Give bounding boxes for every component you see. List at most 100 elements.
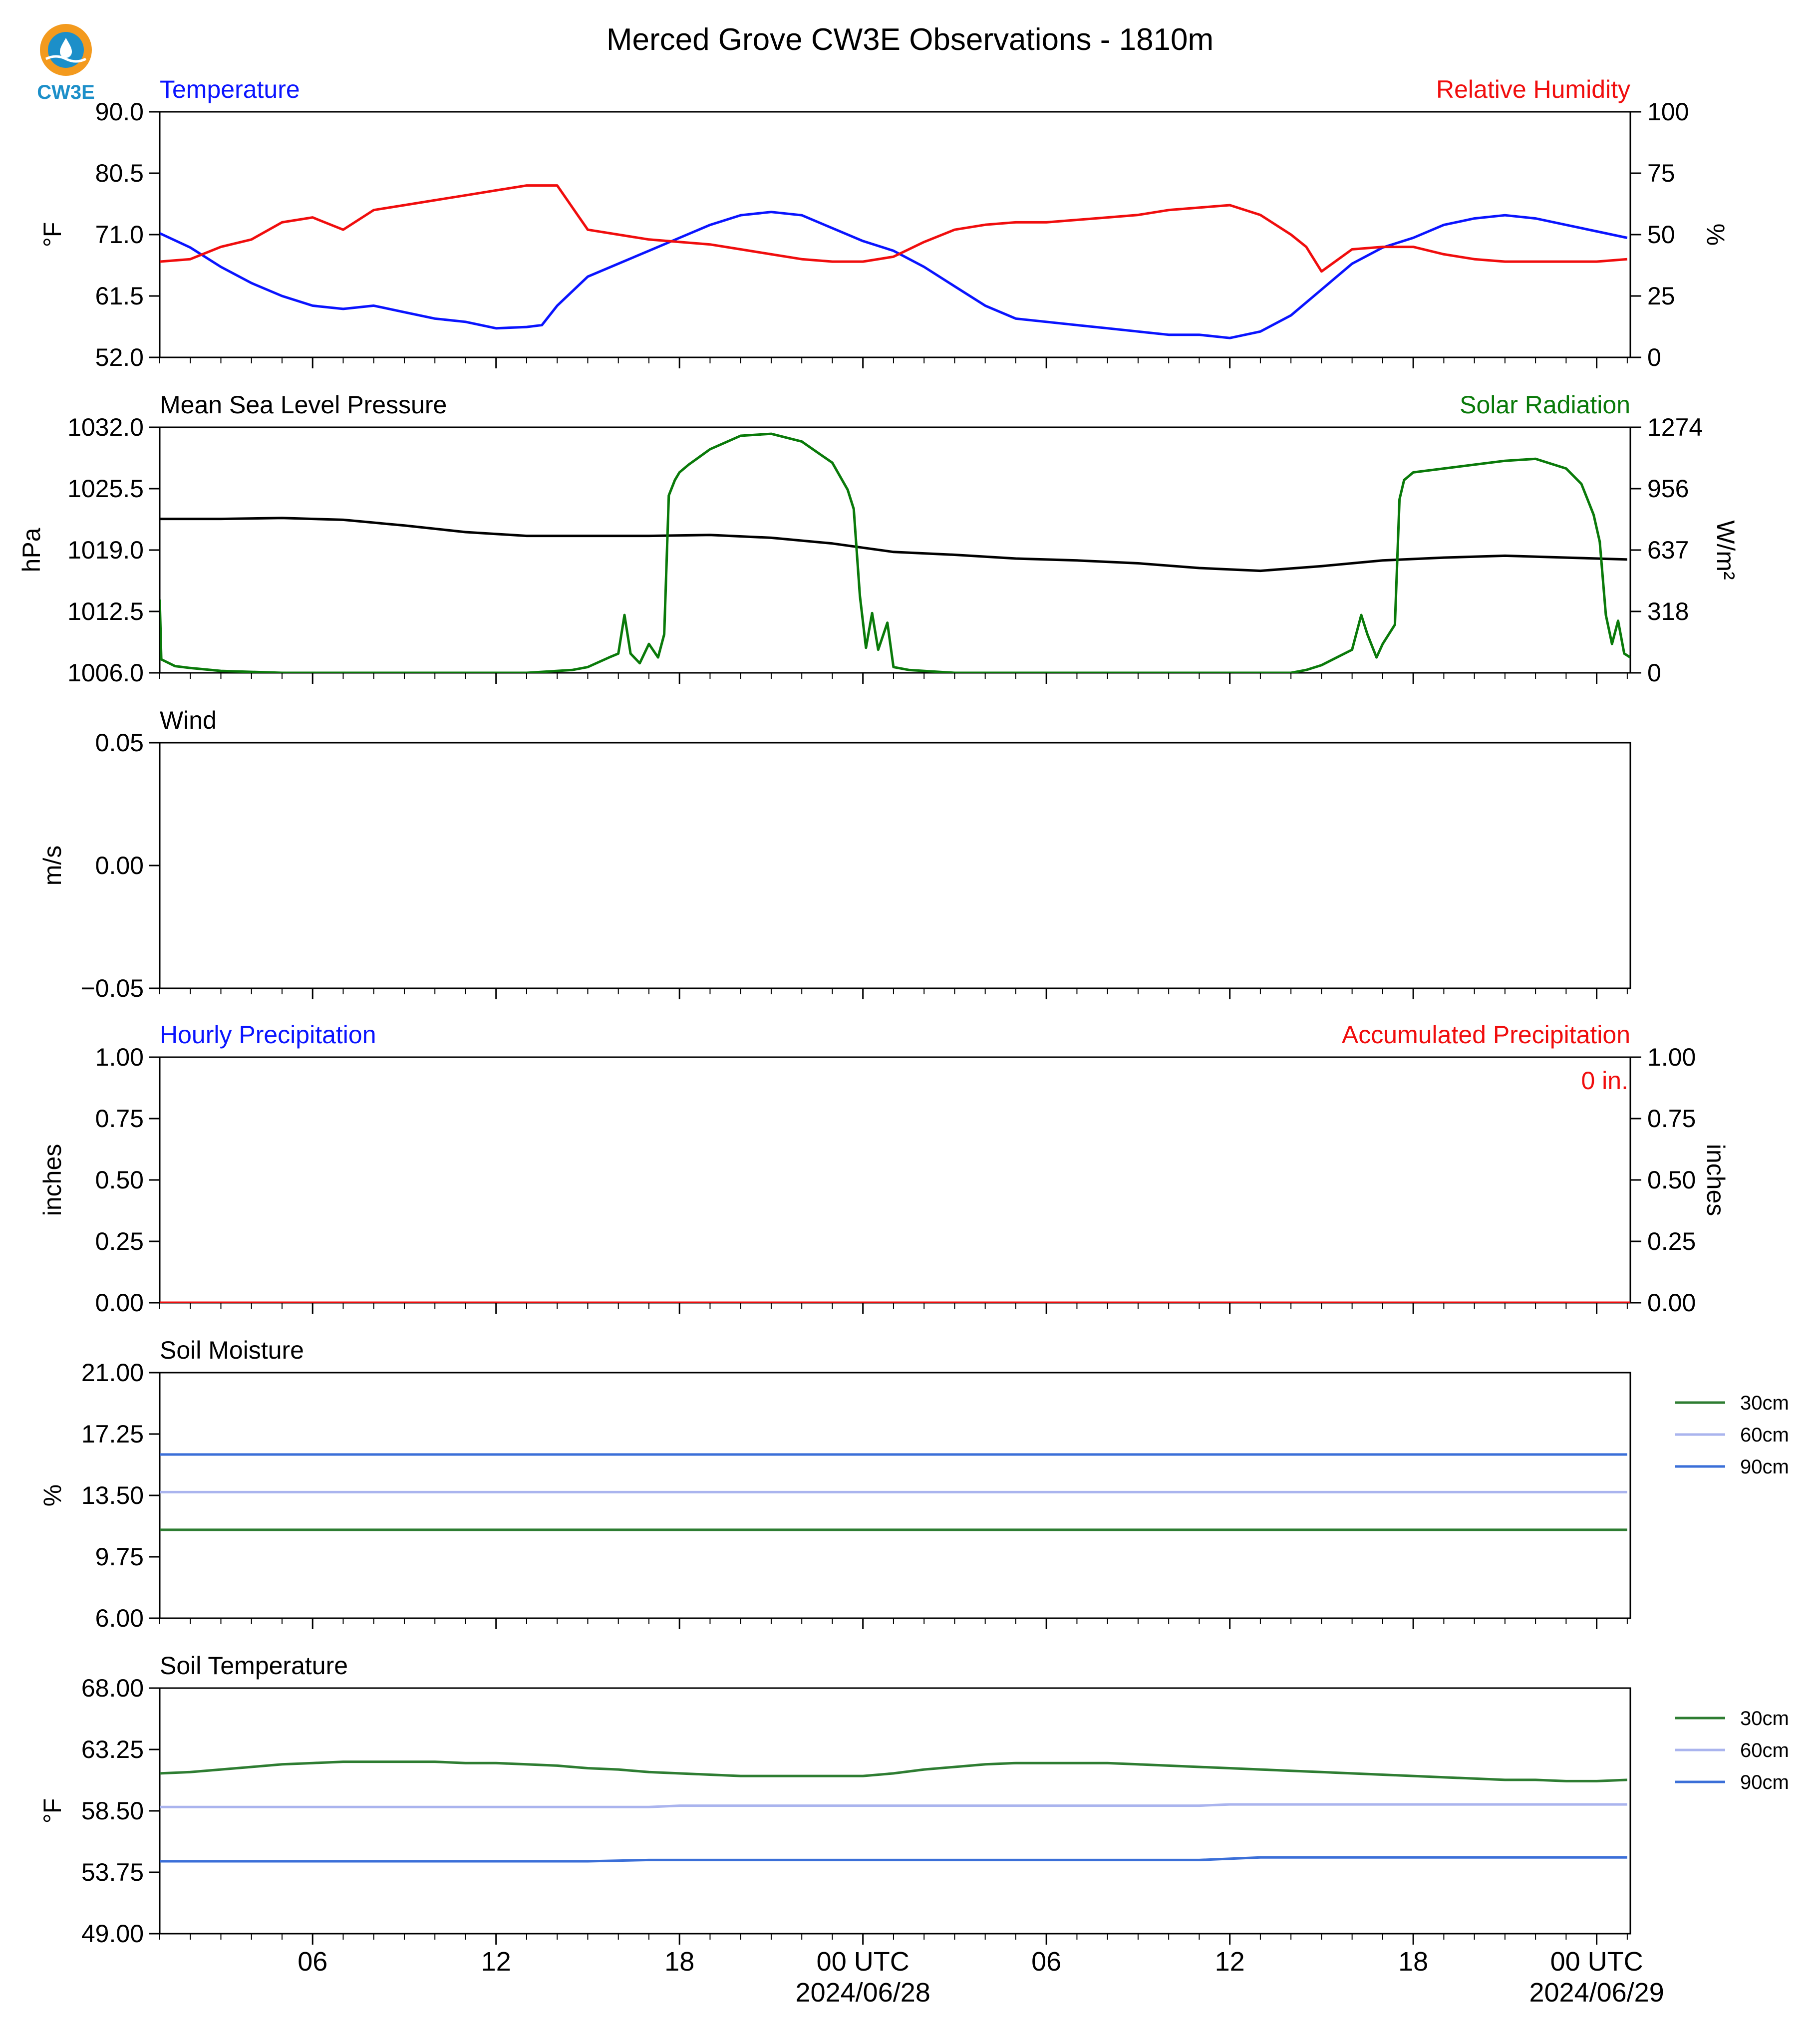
y-left-tick-label: 1032.0 [67,413,144,441]
y-left-tick-label: 53.75 [81,1858,144,1886]
panel-title-left: Soil Moisture [160,1336,304,1364]
panel-title-right: Solar Radiation [1460,391,1630,419]
panel-title-left: Wind [160,706,217,734]
y-right-tick-label: 0.00 [1647,1289,1696,1317]
y-left-tick-label: 0.00 [95,852,144,879]
panel-precip: 1.00 0.75 0.50 0.25 0.00 1.00 0.75 0.50 0.25 0.00… [38,1021,1730,1317]
series-group [160,1453,1627,1531]
legend-label: 60cm [1740,1424,1789,1446]
panel-wind: 0.05 0.00 −0.05 Wind m/s [38,706,1631,1002]
y-left-tick-label: 0.75 [95,1105,144,1133]
series-group [160,184,1628,339]
legend-label: 90cm [1740,1456,1789,1478]
panel-title-left: Temperature [160,75,300,103]
y-left-tick-label: 0.00 [95,1289,144,1317]
panel-soil_temp: 68.00 63.25 58.50 53.75 49.00 Soil Temperatur… [38,1652,1789,1948]
y-axis-label-left: inches [38,1144,66,1216]
y-right-tick-label: 0 [1647,659,1661,687]
y-left-tick-label: 17.25 [81,1420,144,1448]
series-line-relative-humidity [160,184,1628,273]
y-axis-label-left: hPa [17,528,45,572]
y-right-tick-label: 50 [1647,221,1675,249]
legend-label: 30cm [1740,1392,1789,1414]
series-line-90cm [160,1856,1627,1863]
y-left-tick-label: 1006.0 [67,659,144,687]
y-left-tick-label: 0.05 [95,729,144,757]
y-left-tick-label: 21.00 [81,1359,144,1387]
y-left-tick-label: 9.75 [95,1543,144,1571]
panel-frame [159,426,1631,674]
y-axis-label-right: W/m² [1712,520,1740,579]
y-left-tick-label: 0.25 [95,1227,144,1255]
y-right-tick-label: 318 [1647,597,1689,625]
legend: 30cm 60cm 90cm [1675,1708,1789,1793]
panel-soil_moisture: 21.00 17.25 13.50 9.75 6.00 Soil Moisture% 30c… [38,1336,1789,1632]
x-date-label: 2024/06/28 [796,1978,930,2008]
y-left-tick-label: 68.00 [81,1674,144,1702]
panel-title-left: Soil Temperature [160,1652,348,1680]
y-left-tick-label: 61.5 [95,282,144,310]
y-left-tick-label: 1012.5 [67,597,144,625]
logo-text: CW3E [37,81,95,103]
y-right-tick-label: 1.00 [1647,1043,1696,1071]
page-title: Merced Grove CW3E Observations - 1810m [607,22,1213,57]
y-left-tick-label: 13.50 [81,1481,144,1509]
panel-temp_rh: 90.0 80.5 71.0 61.5 52.0 100 75 50 25 0 Temperatur… [38,75,1730,371]
y-right-tick-label: 0.75 [1647,1105,1696,1133]
y-left-tick-label: 63.25 [81,1736,144,1763]
series-line-60cm [160,1803,1627,1808]
y-right-tick-label: 637 [1647,536,1689,564]
panel-frame [159,742,1631,989]
panel-frame [159,1372,1631,1619]
series-line-temperature [160,211,1628,339]
y-left-tick-label: 6.00 [95,1604,144,1632]
y-left-tick-label: 1019.0 [67,536,144,564]
cw3e-logo: CW3E [31,19,101,104]
legend-label: 30cm [1740,1708,1789,1730]
y-axis-label-left: °F [38,222,66,248]
y-left-tick-label: 58.50 [81,1797,144,1825]
y-right-tick-label: 100 [1647,98,1689,126]
series-group [160,432,1630,673]
y-left-tick-label: 1.00 [95,1043,144,1071]
y-axis-label-left: °F [38,1798,66,1824]
series-group [160,1760,1628,1863]
x-tick-label: 06 [298,1947,327,1977]
x-tick-label: 06 [1031,1947,1061,1977]
y-left-tick-label: 49.00 [81,1920,144,1948]
y-right-tick-label: 25 [1647,282,1675,310]
precip-total-annotation: 0 in. [1581,1067,1628,1095]
legend: 30cm 60cm 90cm [1675,1392,1789,1478]
y-right-tick-label: 0.25 [1647,1227,1696,1255]
panel-title-right: Accumulated Precipitation [1342,1021,1630,1049]
x-tick-label: 18 [664,1947,694,1977]
y-right-tick-label: 956 [1647,475,1689,503]
y-left-tick-label: 1025.5 [67,475,144,503]
panel-frame [159,1056,1631,1304]
panel-frame [159,111,1631,358]
y-left-tick-label: 0.50 [95,1166,144,1194]
x-date-label: 2024/06/29 [1529,1978,1664,2008]
y-left-tick-label: −0.05 [80,974,144,1002]
series-line-30cm [160,1760,1628,1782]
panel-title-left: Hourly Precipitation [160,1021,376,1049]
y-right-tick-label: 1274 [1647,413,1703,441]
y-axis-label-right: inches [1702,1144,1730,1216]
y-axis-label-right: % [1702,224,1730,246]
y-left-tick-label: 90.0 [95,98,144,126]
panel-title-left: Mean Sea Level Pressure [160,391,447,419]
x-tick-label: 12 [1215,1947,1245,1977]
y-axis-label-left: m/s [38,846,66,886]
series-line-solar-radiation [160,432,1630,673]
panel-title-right: Relative Humidity [1436,75,1630,103]
x-tick-label: 00 UTC [817,1947,910,1977]
y-right-tick-label: 0 [1647,343,1661,371]
x-tick-label: 00 UTC [1550,1947,1643,1977]
series-line-mean-sea-level-pressure [160,517,1627,573]
panel-frame [159,1687,1631,1935]
x-tick-label: 18 [1398,1947,1428,1977]
y-left-tick-label: 52.0 [95,343,144,371]
legend-label: 90cm [1740,1771,1789,1793]
panel-pressure_solar: 1032.0 1025.5 1019.0 1012.5 1006.0 1274 956 637… [17,391,1740,687]
